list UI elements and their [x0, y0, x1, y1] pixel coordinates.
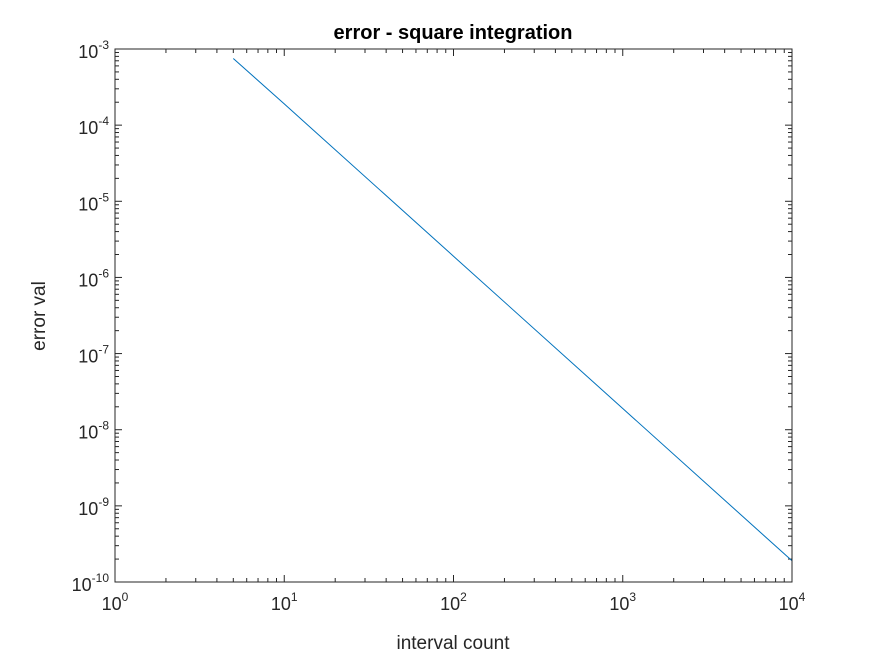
x-tick-label: 103	[609, 590, 636, 614]
x-tick-label: 100	[102, 590, 129, 614]
y-tick-label: 10-10	[72, 571, 110, 595]
y-tick-label: 10-4	[78, 114, 109, 138]
y-axis-title: error val	[29, 281, 50, 351]
x-tick-label: 101	[271, 590, 298, 614]
y-tick-label: 10-7	[78, 343, 109, 367]
plot-frame	[114, 48, 793, 583]
series-line	[232, 58, 793, 562]
x-tick-label: 102	[440, 590, 467, 614]
y-tick-label: 10-9	[78, 495, 109, 519]
plot-area	[115, 49, 792, 582]
y-tick-labels: 10-3 10-4 10-5 10-6 10-7 10-8 10-9 10-10	[72, 38, 110, 595]
x-axis-title: interval count	[396, 633, 510, 654]
y-tick-label: 10-8	[78, 419, 109, 443]
y-tick-label: 10-3	[78, 38, 109, 62]
x-tick-label: 104	[779, 590, 806, 614]
series-layer	[232, 58, 793, 562]
chart-title: error - square integration	[334, 22, 573, 44]
x-tick-labels: 100 101 102 103 104	[102, 590, 806, 614]
y-tick-label: 10-5	[78, 190, 109, 214]
y-tick-label: 10-6	[78, 266, 109, 290]
